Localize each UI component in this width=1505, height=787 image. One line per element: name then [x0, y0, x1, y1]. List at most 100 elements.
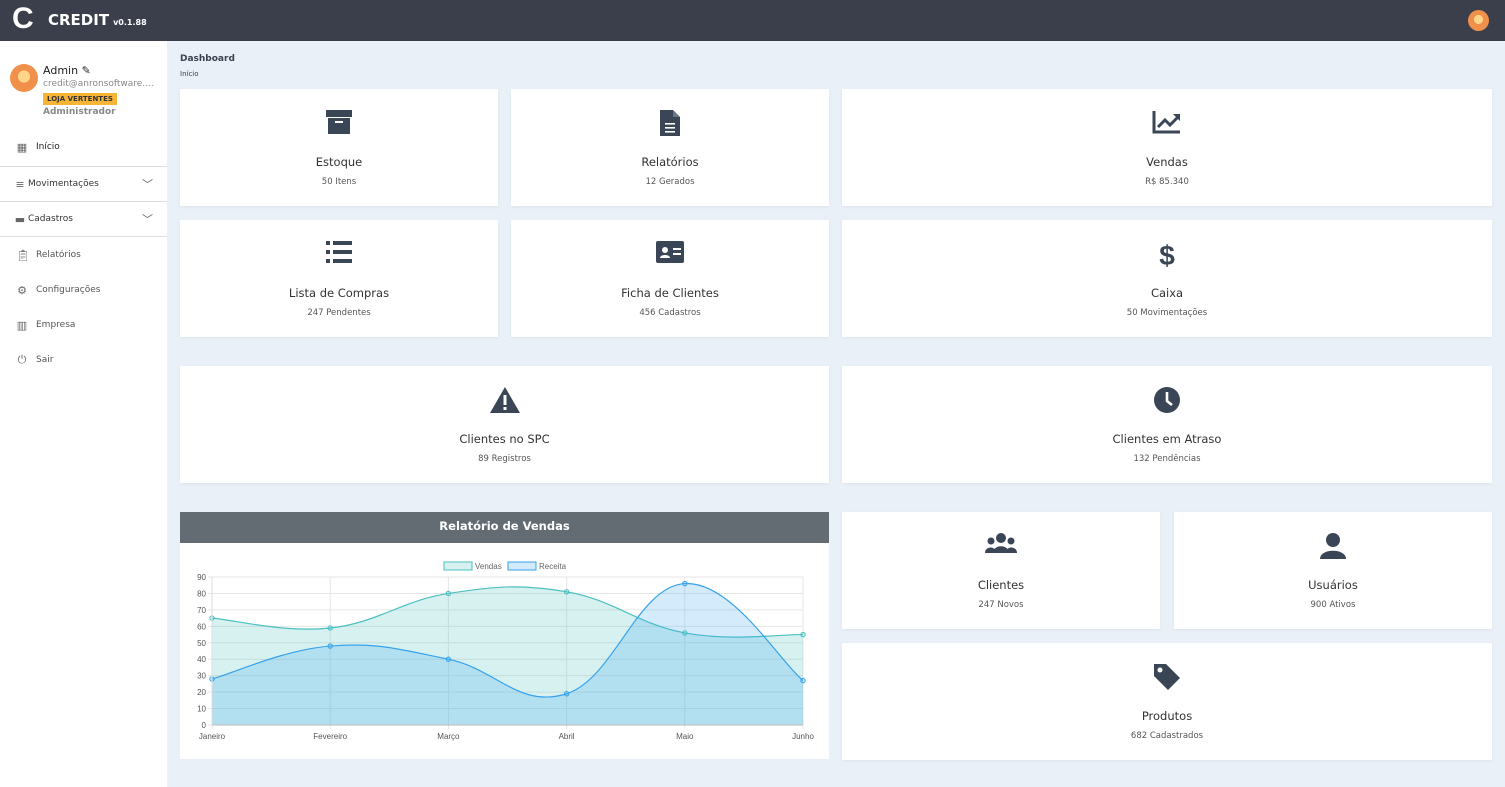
card-clientes-no-spc[interactable]: Clientes no SPC 89 Registros	[180, 366, 829, 483]
sidebar-item-cadastros[interactable]: ▬ Cadastros ﹀	[0, 201, 167, 237]
card-relatorios[interactable]: Relatórios 12 Gerados	[511, 89, 829, 206]
card-subtitle: 247 Pendentes	[307, 308, 371, 318]
card-subtitle: 12 Gerados	[645, 177, 695, 187]
user-avatar[interactable]	[1468, 10, 1489, 31]
user-icon	[1174, 532, 1492, 560]
card-caixa[interactable]: $ Caixa 50 Movimentações	[842, 220, 1492, 337]
card-estoque[interactable]: Estoque 50 Itens	[180, 89, 498, 206]
profile-name: Admin ✎	[43, 64, 91, 77]
card-usuarios[interactable]: Usuários 900 Ativos	[1174, 512, 1492, 629]
x-tick-label: Junho	[792, 732, 814, 741]
sidebar-item-label: Início	[36, 142, 60, 152]
card-ficha-de-clientes[interactable]: Ficha de Clientes 456 Cadastros	[511, 220, 829, 337]
data-point-receita	[445, 656, 452, 662]
card-title: Vendas	[1146, 155, 1188, 169]
store-badge: LOJA VERTENTES	[43, 93, 117, 105]
data-point-receita	[800, 677, 806, 684]
data-point-vendas	[445, 590, 452, 597]
sidebar-item-label: Configurações	[36, 285, 101, 295]
legend-label: Receita	[539, 562, 567, 571]
data-point-receita	[327, 643, 333, 649]
list-icon	[180, 240, 498, 268]
pencil-icon[interactable]: ✎	[81, 64, 91, 77]
sidebar-item-label: Empresa	[36, 320, 76, 330]
card-title: Relatórios	[641, 155, 699, 169]
logo[interactable]: C	[12, 2, 34, 35]
sidebar: Admin ✎ credit@anronsoftware.com LOJA VE…	[0, 41, 167, 787]
card-subtitle: R$ 85.340	[1145, 177, 1189, 187]
y-tick-label: 90	[197, 573, 206, 582]
database-icon: ≡	[15, 177, 25, 191]
legend-label: Vendas	[475, 562, 502, 571]
power-icon: ⏻	[17, 353, 27, 366]
card-title: Caixa	[1150, 286, 1184, 300]
y-tick-label: 70	[197, 606, 206, 615]
profile-avatar	[10, 64, 38, 92]
series-line-vendas	[211, 586, 804, 638]
clipboard-icon: 📋︎	[16, 248, 30, 262]
warning-icon	[180, 386, 829, 414]
svg-text:$: $	[1159, 240, 1175, 270]
dashboard-icon: ▦	[16, 140, 28, 154]
chevron-down-icon: ﹀	[142, 178, 153, 191]
sidebar-item-label: Sair	[36, 355, 54, 365]
card-subtitle: 900 Ativos	[1310, 600, 1356, 610]
y-tick-label: 40	[197, 655, 206, 664]
x-tick-label: Abril	[559, 732, 575, 741]
card-vendas[interactable]: Vendas R$ 85.340	[842, 89, 1492, 206]
app-title: CREDIT	[48, 11, 110, 29]
users-icon	[842, 532, 1160, 560]
card-title: Ficha de Clientes	[621, 286, 719, 300]
sidebar-item-inicio[interactable]: ▦ Início	[0, 139, 167, 155]
chart-title: Relatório de Vendas	[180, 512, 829, 543]
y-tick-label: 10	[197, 705, 206, 714]
page-title: Dashboard	[180, 54, 235, 64]
legend-swatch	[507, 561, 537, 571]
clock-icon	[842, 386, 1492, 414]
card-produtos[interactable]: Produtos 682 Cadastrados	[842, 643, 1492, 760]
card-subtitle: 682 Cadastrados	[1130, 731, 1204, 741]
card-lista-de-compras[interactable]: Lista de Compras 247 Pendentes	[180, 220, 498, 337]
data-point-vendas	[800, 631, 806, 638]
sidebar-item-movimentacoes[interactable]: ≡ Movimentações ﹀	[0, 166, 167, 202]
id-card-icon	[511, 240, 829, 268]
sidebar-item-sair[interactable]: ⏻ Sair	[0, 352, 167, 368]
card-title: Clientes no SPC	[459, 432, 550, 446]
tag-icon	[842, 663, 1492, 691]
y-tick-label: 30	[197, 672, 206, 681]
profile-role: Administrador	[43, 107, 116, 117]
file-icon	[511, 109, 829, 137]
card-subtitle: 132 Pendências	[1133, 454, 1201, 464]
app-name: CREDIT v0.1.88	[48, 11, 147, 29]
sidebar-item-relatorios[interactable]: 📋︎ Relatórios	[0, 247, 167, 263]
profile-email: credit@anronsoftware.com	[43, 79, 158, 89]
series-area-receita	[212, 583, 803, 725]
profile-name-text: Admin	[43, 64, 79, 77]
breadcrumb[interactable]: Início	[180, 70, 199, 78]
sidebar-item-empresa[interactable]: ▥ Empresa	[0, 317, 167, 333]
y-tick-label: 20	[197, 688, 206, 697]
card-title: Estoque	[315, 155, 363, 169]
card-subtitle: 89 Registros	[478, 454, 531, 464]
y-tick-label: 60	[197, 622, 206, 631]
card-title: Clientes	[977, 578, 1025, 592]
y-tick-label: 80	[197, 589, 206, 598]
sidebar-item-label: Movimentações	[28, 179, 99, 189]
card-subtitle: 50 Itens	[321, 177, 357, 187]
card-title: Lista de Compras	[288, 286, 390, 300]
legend-swatch	[443, 561, 473, 571]
top-bar: C CREDIT v0.1.88	[0, 0, 1505, 41]
chart-line-icon	[842, 109, 1492, 137]
data-point-vendas	[327, 625, 333, 631]
card-title: Produtos	[1141, 709, 1193, 723]
data-point-receita	[563, 691, 570, 697]
series-line-receita	[211, 582, 804, 698]
sidebar-item-configuracoes[interactable]: ⚙ Configurações	[0, 282, 167, 298]
building-icon: ▥	[16, 318, 28, 332]
sidebar-item-label: Relatórios	[36, 250, 81, 260]
card-clientes-em-atraso[interactable]: Clientes em Atraso 132 Pendências	[842, 366, 1492, 483]
series-area-vendas	[212, 586, 803, 725]
sales-chart: 0 10 20 30 40 50 60 70 80 90 Janeiro Fevereiro Março…	[197, 561, 814, 741]
x-tick-label: Maio	[676, 732, 694, 741]
card-clientes[interactable]: Clientes 247 Novos	[842, 512, 1160, 629]
